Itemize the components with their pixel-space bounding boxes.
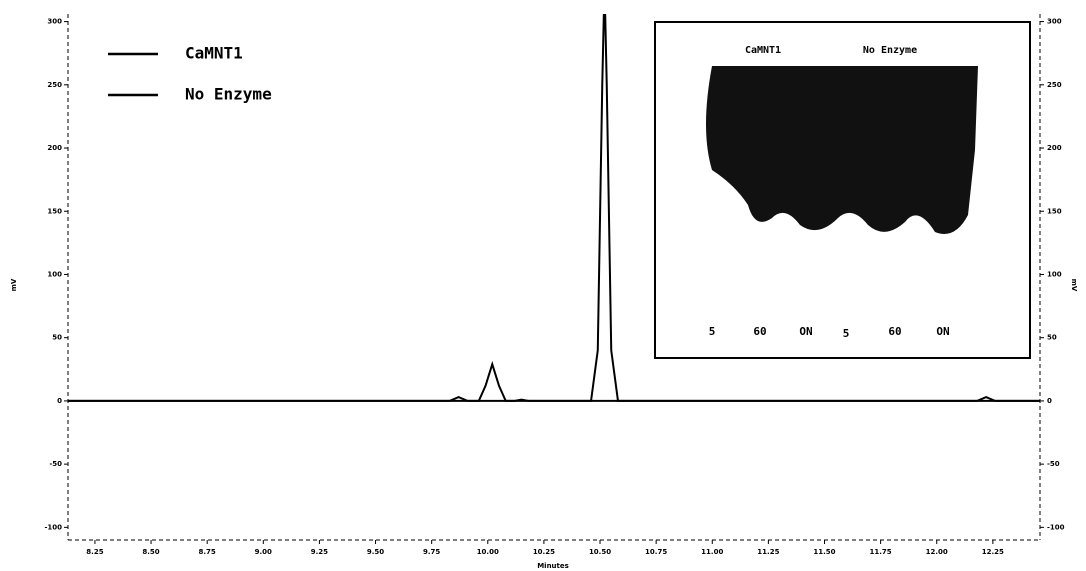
inset-header: No Enzyme [863, 45, 917, 56]
x-tick-label: 11.00 [701, 548, 723, 556]
x-tick-label: 11.75 [870, 548, 892, 556]
y-tick-label: 50 [52, 334, 62, 342]
y2-tick-label: 150 [1047, 207, 1062, 215]
x-tick-label: 8.75 [199, 548, 216, 556]
y2-tick-label: 300 [1047, 18, 1062, 26]
x-tick-label: 8.25 [86, 548, 103, 556]
y-tick-label: 200 [47, 144, 62, 152]
y2-tick-label: 200 [1047, 144, 1062, 152]
y2-tick-label: -50 [1047, 460, 1060, 468]
y-tick-label: 100 [47, 270, 62, 278]
x-tick-label: 9.00 [255, 548, 272, 556]
x-tick-label: 12.25 [982, 548, 1004, 556]
gel-image [706, 66, 978, 234]
x-tick-label: 10.25 [533, 548, 555, 556]
y2-tick-label: 250 [1047, 81, 1062, 89]
legend-label: No Enzyme [185, 85, 272, 104]
x-tick-label: 9.50 [367, 548, 384, 556]
y-tick-label: 150 [47, 207, 62, 215]
inset: CaMNT1 No Enzyme 5 60 ON 5 60 ON [654, 21, 1031, 359]
y2-tick-label: -100 [1047, 523, 1065, 531]
y-tick-label: -50 [49, 460, 62, 468]
y2-tick-label: 100 [1047, 270, 1062, 278]
lane-label: ON [799, 325, 812, 338]
x-tick-label: 8.50 [142, 548, 159, 556]
x-tick-label: 10.75 [645, 548, 667, 556]
y-axis-label: mV [10, 278, 18, 291]
x-tick-label: 9.75 [423, 548, 440, 556]
x-tick-label: 11.25 [757, 548, 779, 556]
x-tick-label: 12.00 [926, 548, 948, 556]
inset-header: CaMNT1 [745, 45, 781, 56]
x-tick-label: 10.00 [477, 548, 499, 556]
y2-tick-label: 0 [1047, 397, 1052, 405]
x-tick-label: 9.25 [311, 548, 328, 556]
lane-label: 60 [888, 325, 901, 338]
x-tick-label: 10.50 [589, 548, 611, 556]
lane-label: 60 [753, 325, 766, 338]
legend-label: CaMNT1 [185, 44, 243, 63]
lane-label: 5 [709, 325, 716, 338]
x-axis-label: Minutes [537, 562, 569, 570]
y-tick-label: 0 [57, 397, 62, 405]
y-tick-label: -100 [44, 523, 62, 531]
plot-area [68, 14, 1040, 402]
lane-label: 5 [843, 327, 850, 340]
data-line [68, 14, 1040, 402]
lane-label: ON [936, 325, 949, 338]
y-tick-label: 250 [47, 81, 62, 89]
y-tick-label: 300 [47, 18, 62, 26]
y2-axis-label: mV [1070, 279, 1078, 292]
y2-tick-label: 50 [1047, 334, 1057, 342]
x-tick-label: 11.50 [813, 548, 835, 556]
